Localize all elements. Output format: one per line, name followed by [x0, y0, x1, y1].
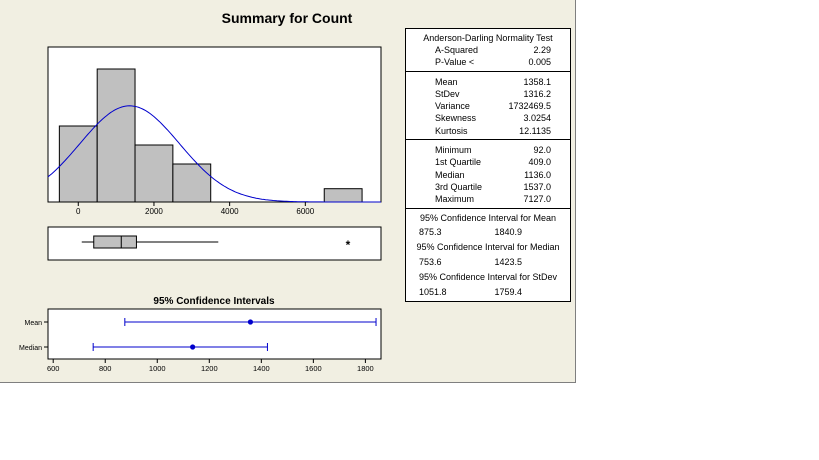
stat-label: Maximum: [435, 194, 475, 205]
boxplot-outlier: *: [346, 238, 351, 252]
ci-x-tick-label: 1200: [201, 364, 218, 373]
normal-fit-curve: [47, 105, 381, 203]
stat-row: Minimum 92.0: [406, 144, 570, 156]
ci-center-point: [247, 319, 254, 325]
stat-label: A-Squared: [435, 45, 479, 55]
ci-median-values: 753.6 1423.5: [406, 255, 570, 269]
stat-row: Skewness 3.0254: [406, 112, 570, 124]
stat-value: 3.0254: [523, 113, 551, 124]
ad-test-title: Anderson-Darling Normality Test: [423, 33, 553, 43]
stat-row: StDev 1316.2: [406, 88, 570, 100]
ci-low: 1051.8: [419, 286, 447, 297]
ad-test-section: Anderson-Darling Normality Test A-Square…: [406, 29, 570, 72]
stat-label: StDev: [435, 88, 460, 99]
graph-area: Summary for Count 0 2000 4000 6000 * 95% Co…: [19, 10, 382, 373]
ci-x-tick-label: 1400: [253, 364, 270, 373]
histogram-bar: [323, 188, 363, 203]
ci-low: 875.3: [419, 226, 442, 237]
histogram-x-tick-label: 0: [76, 207, 81, 216]
ci-high: 1423.5: [494, 256, 523, 267]
stat-value: 12.1135: [519, 125, 551, 136]
stat-value: 2.29: [533, 45, 551, 55]
ci-low: 753.6: [419, 256, 442, 267]
summary-stats-table: Anderson-Darling Normality Test A-Square…: [405, 28, 571, 302]
stat-value: 1136.0: [524, 169, 551, 180]
ci-high: 1840.9: [494, 226, 523, 237]
histogram-bar: [134, 144, 174, 203]
stat-value: 92.0: [533, 145, 551, 156]
ci-median-title: 95% Confidence Interval for Median: [416, 241, 560, 252]
ci-mean-values: 875.3 1840.9: [406, 225, 570, 239]
ci-x-tick-label: 1600: [305, 364, 322, 373]
ci-x-tick-label: 1800: [357, 364, 374, 373]
stat-row: P-Value < 0.005: [406, 56, 570, 68]
histogram-bar: [96, 68, 136, 203]
stat-label: P-Value <: [435, 57, 475, 68]
stat-row: Variance 1732469.5: [406, 100, 570, 112]
ci-x-tick-label: 800: [99, 364, 112, 373]
ci-high: 1759.4: [494, 286, 523, 297]
stat-value: 0.005: [528, 57, 551, 68]
confidence-intervals-section: 95% Confidence Interval for Mean 875.3 18…: [406, 209, 570, 301]
ci-x-tick-label: 600: [47, 364, 60, 373]
stat-label: 1st Quartile: [435, 157, 482, 168]
histogram-x-tick-label: 6000: [296, 207, 314, 216]
ci-plot-title: 95% Confidence Intervals: [153, 296, 275, 307]
stat-label: Minimum: [435, 145, 472, 156]
histogram-x-tick-label: 4000: [221, 207, 239, 216]
moments-section: Mean 1358.1 StDev 1316.2 Variance 1732469.5…: [406, 72, 570, 141]
stat-value: 409.0: [528, 157, 551, 168]
summary-window: Summary for Count 0 2000 4000 6000 * 95% Co…: [0, 0, 576, 383]
ci-stdev-values: 1051.8 1759.4: [406, 285, 570, 299]
histogram-bar: [58, 125, 98, 203]
stat-value: 1358.1: [523, 76, 551, 87]
histogram-bar: [172, 163, 212, 203]
ci-row-label: Median: [19, 345, 42, 352]
stat-value: 1316.2: [523, 88, 551, 99]
stat-label: Median: [435, 169, 465, 180]
graph-title: Summary for Count: [222, 10, 353, 26]
ci-x-tick-label: 1000: [149, 364, 166, 373]
stat-label: Kurtosis: [435, 125, 468, 136]
stat-row: 1st Quartile 409.0: [406, 156, 570, 168]
stat-label: Mean: [435, 76, 458, 87]
stat-label: Variance: [435, 101, 470, 112]
stat-row: Median 1136.0: [406, 169, 570, 181]
stat-row: Mean 1358.1: [406, 76, 570, 88]
stat-value: 7127.0: [523, 194, 551, 205]
stat-row: A-Squared 2.29: [406, 44, 570, 56]
stat-value: 1732469.5: [508, 101, 551, 112]
stat-row: Kurtosis 12.1135: [406, 125, 570, 137]
histogram-x-tick-label: 2000: [145, 207, 163, 216]
ci-mean-title: 95% Confidence Interval for Mean: [419, 212, 557, 223]
stat-value: 1537.0: [523, 181, 551, 192]
ci-center-point: [190, 344, 196, 350]
stat-row: Maximum 7127.0: [406, 193, 570, 205]
quantiles-section: Minimum 92.0 1st Quartile 409.0 Median 1136…: [406, 140, 570, 209]
ci-row-label: Mean: [24, 320, 42, 327]
ci-stdev-title: 95% Confidence Interval for StDev: [418, 271, 558, 282]
ci-plot-frame: [47, 308, 382, 360]
stat-row: 3rd Quartile 1537.0: [406, 181, 570, 193]
boxplot-box: [93, 235, 137, 249]
stat-label: 3rd Quartile: [435, 181, 483, 192]
stat-label: Skewness: [435, 113, 477, 124]
